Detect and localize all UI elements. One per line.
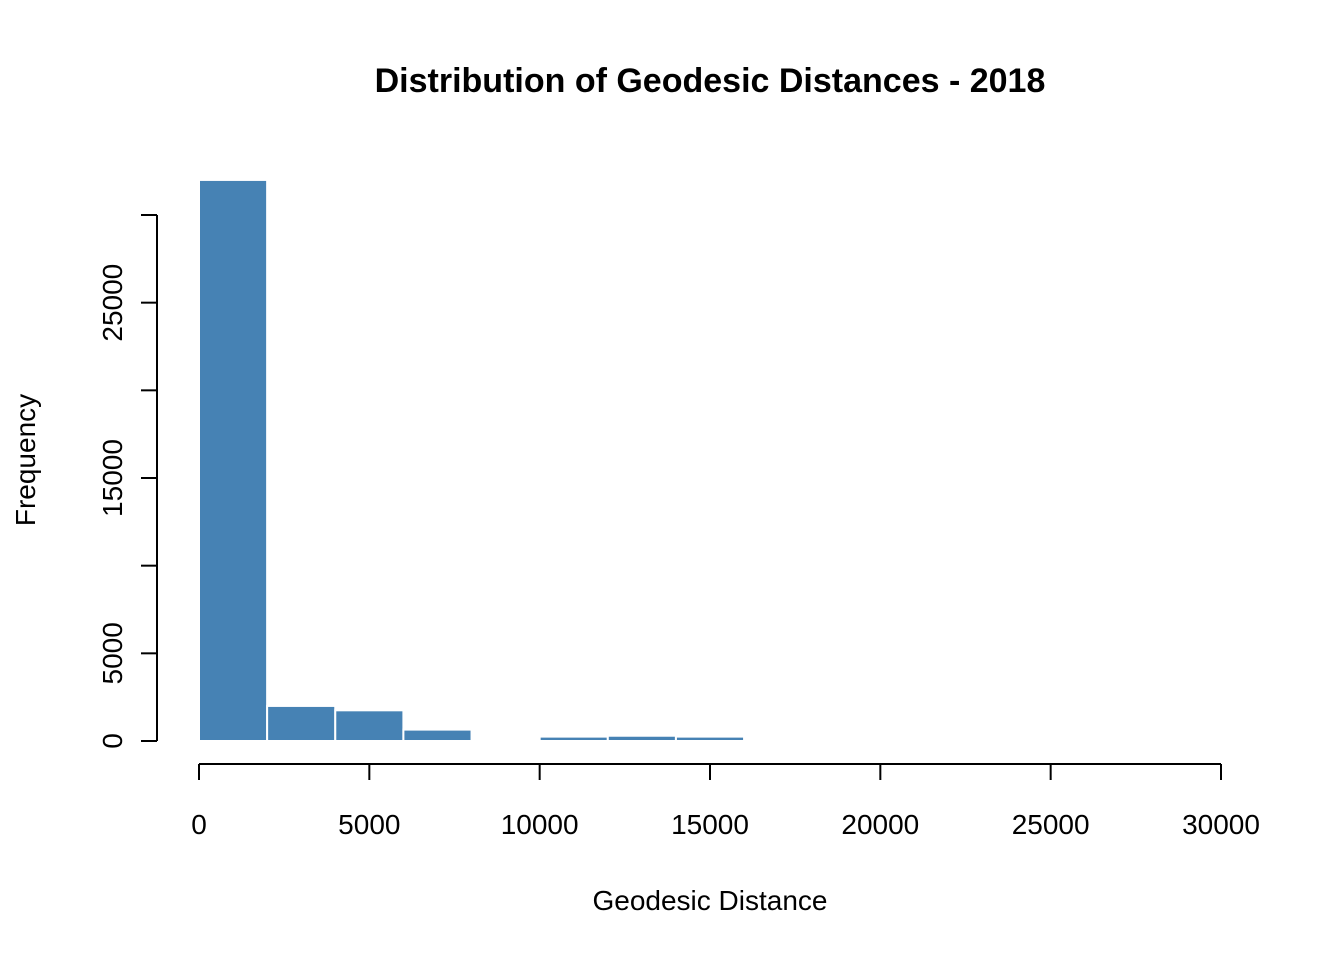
x-tick-label-3: 15000: [671, 809, 749, 840]
x-tick-label-0: 0: [191, 809, 207, 840]
histogram-bar-1: [266, 704, 337, 743]
y-axis-label: Frequency: [10, 394, 41, 526]
histogram-bar-6: [606, 734, 677, 742]
y-tick-label-3: 15000: [97, 439, 128, 517]
x-tick-label-4: 20000: [841, 809, 919, 840]
histogram-bar-2: [334, 709, 405, 742]
x-tick-label-2: 10000: [501, 809, 579, 840]
x-tick-label-6: 30000: [1182, 809, 1260, 840]
y-tick-label-0: 0: [97, 733, 128, 749]
histogram-bar-5: [538, 735, 609, 742]
histogram-bar-3: [402, 728, 473, 742]
histogram-bar-7: [674, 735, 746, 742]
x-tick-label-1: 5000: [338, 809, 400, 840]
y-tick-label-5: 25000: [97, 264, 128, 342]
x-axis: 0 5000 10000 15000 20000 25000 30000: [191, 764, 1260, 840]
x-axis-label: Geodesic Distance: [592, 885, 827, 916]
bars-group: [198, 178, 746, 743]
chart-title: Distribution of Geodesic Distances - 201…: [375, 62, 1046, 100]
x-tick-label-5: 25000: [1012, 809, 1090, 840]
histogram-bar-0: [198, 178, 269, 742]
y-axis: 0 5000 15000 25000: [97, 214, 157, 749]
y-tick-label-1: 5000: [97, 622, 128, 684]
